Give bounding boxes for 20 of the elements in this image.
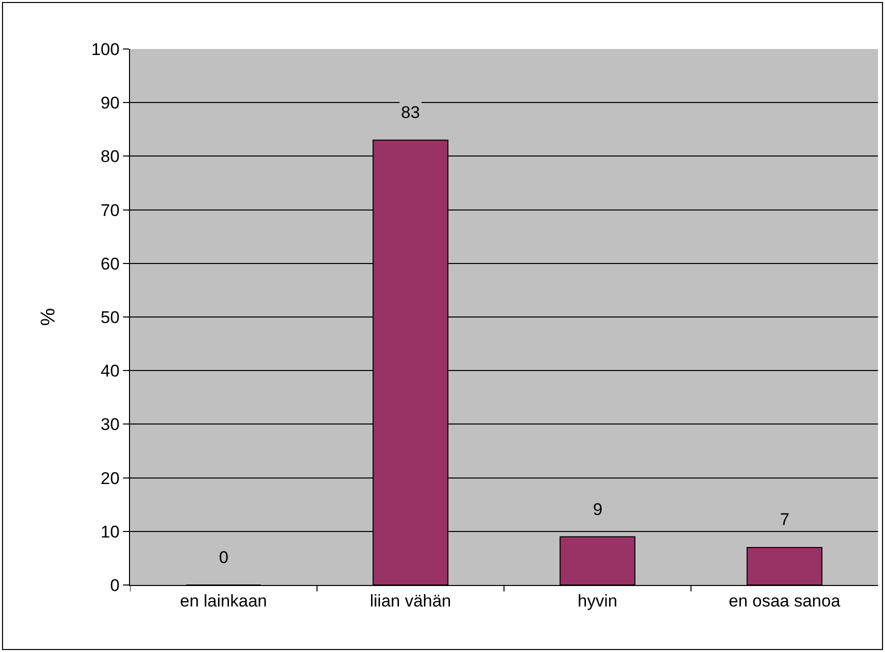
y-tick-label: 0	[110, 576, 120, 595]
data-label: 0	[219, 548, 228, 567]
x-tick-label: en lainkaan	[180, 591, 267, 610]
y-tick-label: 60	[100, 254, 120, 274]
y-tick-label: 70	[100, 200, 120, 220]
y-tick-label: 10	[100, 522, 120, 542]
data-label: 9	[593, 500, 602, 519]
y-tick-label: 40	[100, 362, 120, 381]
y-tick-label: 30	[100, 415, 120, 434]
x-tick-label: hyvin	[578, 591, 618, 610]
x-tick-label: en osaa sanoa	[728, 591, 841, 610]
y-tick-label: 80	[100, 147, 120, 166]
x-tick-label: liian vähän	[370, 591, 452, 610]
data-label: 83	[401, 103, 420, 122]
y-tick-label: 90	[100, 94, 120, 113]
data-label: 7	[780, 510, 790, 529]
y-tick-label: 100	[91, 40, 120, 59]
y-axis-title: %	[38, 308, 60, 326]
y-tick-label: 20	[100, 468, 120, 488]
y-tick-label: 50	[100, 308, 120, 327]
